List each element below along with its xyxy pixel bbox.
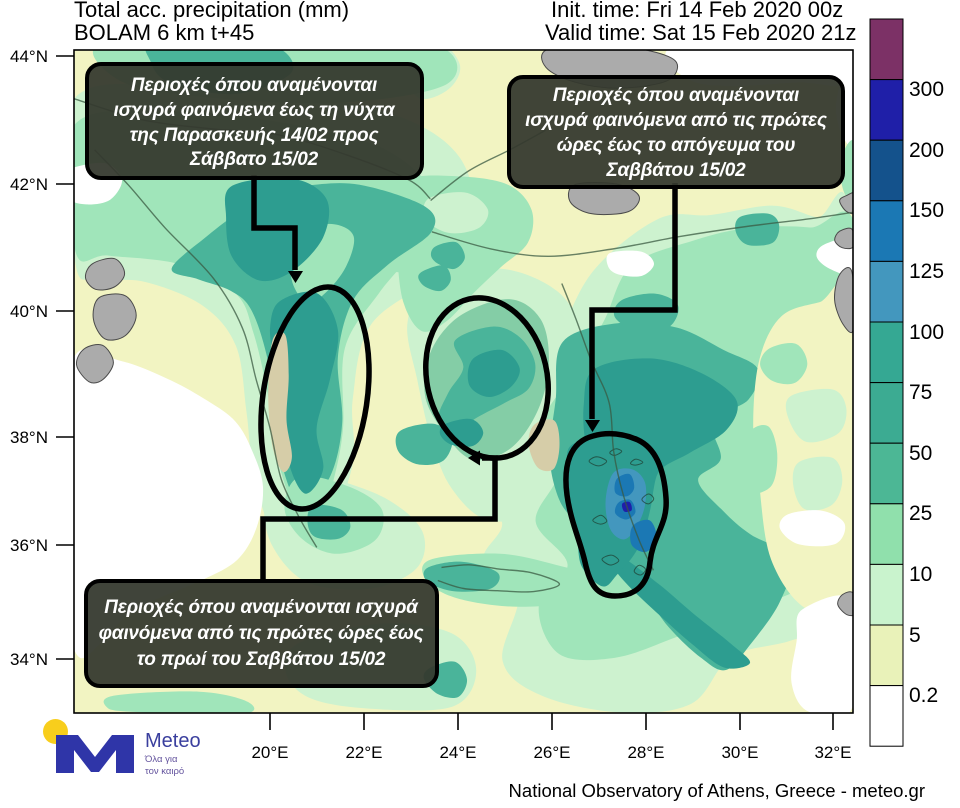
svg-text:100: 100 bbox=[909, 321, 944, 344]
svg-text:0.2: 0.2 bbox=[909, 684, 938, 707]
svg-text:22°E: 22°E bbox=[345, 743, 382, 762]
svg-text:ισχυρά φαινόμενα έως τη νύχτα: ισχυρά φαινόμενα έως τη νύχτα bbox=[114, 100, 396, 121]
svg-text:25: 25 bbox=[909, 502, 932, 525]
svg-text:10: 10 bbox=[909, 563, 932, 586]
svg-text:τον καιρό: τον καιρό bbox=[145, 766, 184, 777]
svg-text:42°N: 42°N bbox=[10, 175, 48, 194]
svg-text:το πρωί του Σαββάτου 15/02: το πρωί του Σαββάτου 15/02 bbox=[137, 649, 386, 670]
svg-text:50: 50 bbox=[909, 442, 932, 465]
svg-text:Περιοχές όπου αναμένονται: Περιοχές όπου αναμένονται bbox=[553, 85, 799, 106]
svg-text:150: 150 bbox=[909, 199, 944, 222]
svg-text:5: 5 bbox=[909, 624, 921, 647]
svg-text:Total acc. precipitation (mm): Total acc. precipitation (mm) bbox=[74, 0, 349, 22]
svg-text:Valid time: Sat 15 Feb 2020 21: Valid time: Sat 15 Feb 2020 21z bbox=[545, 20, 856, 45]
svg-text:36°N: 36°N bbox=[10, 536, 48, 555]
svg-text:Περιοχές όπου αναμένονται ισχυ: Περιοχές όπου αναμένονται ισχυρά bbox=[104, 597, 419, 618]
svg-text:Meteo: Meteo bbox=[145, 730, 201, 752]
svg-text:200: 200 bbox=[909, 139, 944, 162]
svg-text:40°N: 40°N bbox=[10, 302, 48, 321]
svg-text:Σάββατο 15/02: Σάββατο 15/02 bbox=[189, 149, 319, 170]
svg-text:28°E: 28°E bbox=[627, 743, 664, 762]
svg-text:38°N: 38°N bbox=[10, 428, 48, 447]
svg-text:125: 125 bbox=[909, 260, 944, 283]
svg-text:24°E: 24°E bbox=[439, 743, 476, 762]
svg-text:34°N: 34°N bbox=[10, 650, 48, 669]
svg-text:26°E: 26°E bbox=[533, 743, 570, 762]
svg-text:Init. time: Fri 14 Feb 2020 00: Init. time: Fri 14 Feb 2020 00z bbox=[551, 0, 843, 22]
svg-text:75: 75 bbox=[909, 381, 932, 404]
svg-text:BOLAM 6 km t+45: BOLAM 6 km t+45 bbox=[74, 20, 254, 45]
svg-text:20°E: 20°E bbox=[251, 743, 288, 762]
svg-text:32°E: 32°E bbox=[814, 743, 851, 762]
svg-text:National Observatory of Athens: National Observatory of Athens, Greece -… bbox=[509, 780, 925, 801]
svg-text:Περιοχές όπου αναμένονται: Περιοχές όπου αναμένονται bbox=[131, 75, 377, 96]
svg-text:Όλα για: Όλα για bbox=[144, 754, 178, 765]
svg-text:ισχυρά φαινόμενα από τις πρώτ: ισχυρά φαινόμενα από τις πρώτες bbox=[525, 110, 828, 131]
svg-text:Σαββάτου 15/02: Σαββάτου 15/02 bbox=[606, 160, 747, 181]
svg-text:30°E: 30°E bbox=[721, 743, 758, 762]
svg-text:44°N: 44°N bbox=[10, 47, 48, 66]
svg-text:ώρες έως το απόγευμα του: ώρες έως το απόγευμα του bbox=[557, 135, 796, 156]
svg-text:της Παρασκευής 14/02 προς: της Παρασκευής 14/02 προς bbox=[130, 125, 380, 146]
svg-text:300: 300 bbox=[909, 78, 944, 101]
svg-text:φαινόμενα από τις πρώτες ώρες: φαινόμενα από τις πρώτες ώρες έως bbox=[99, 623, 425, 644]
